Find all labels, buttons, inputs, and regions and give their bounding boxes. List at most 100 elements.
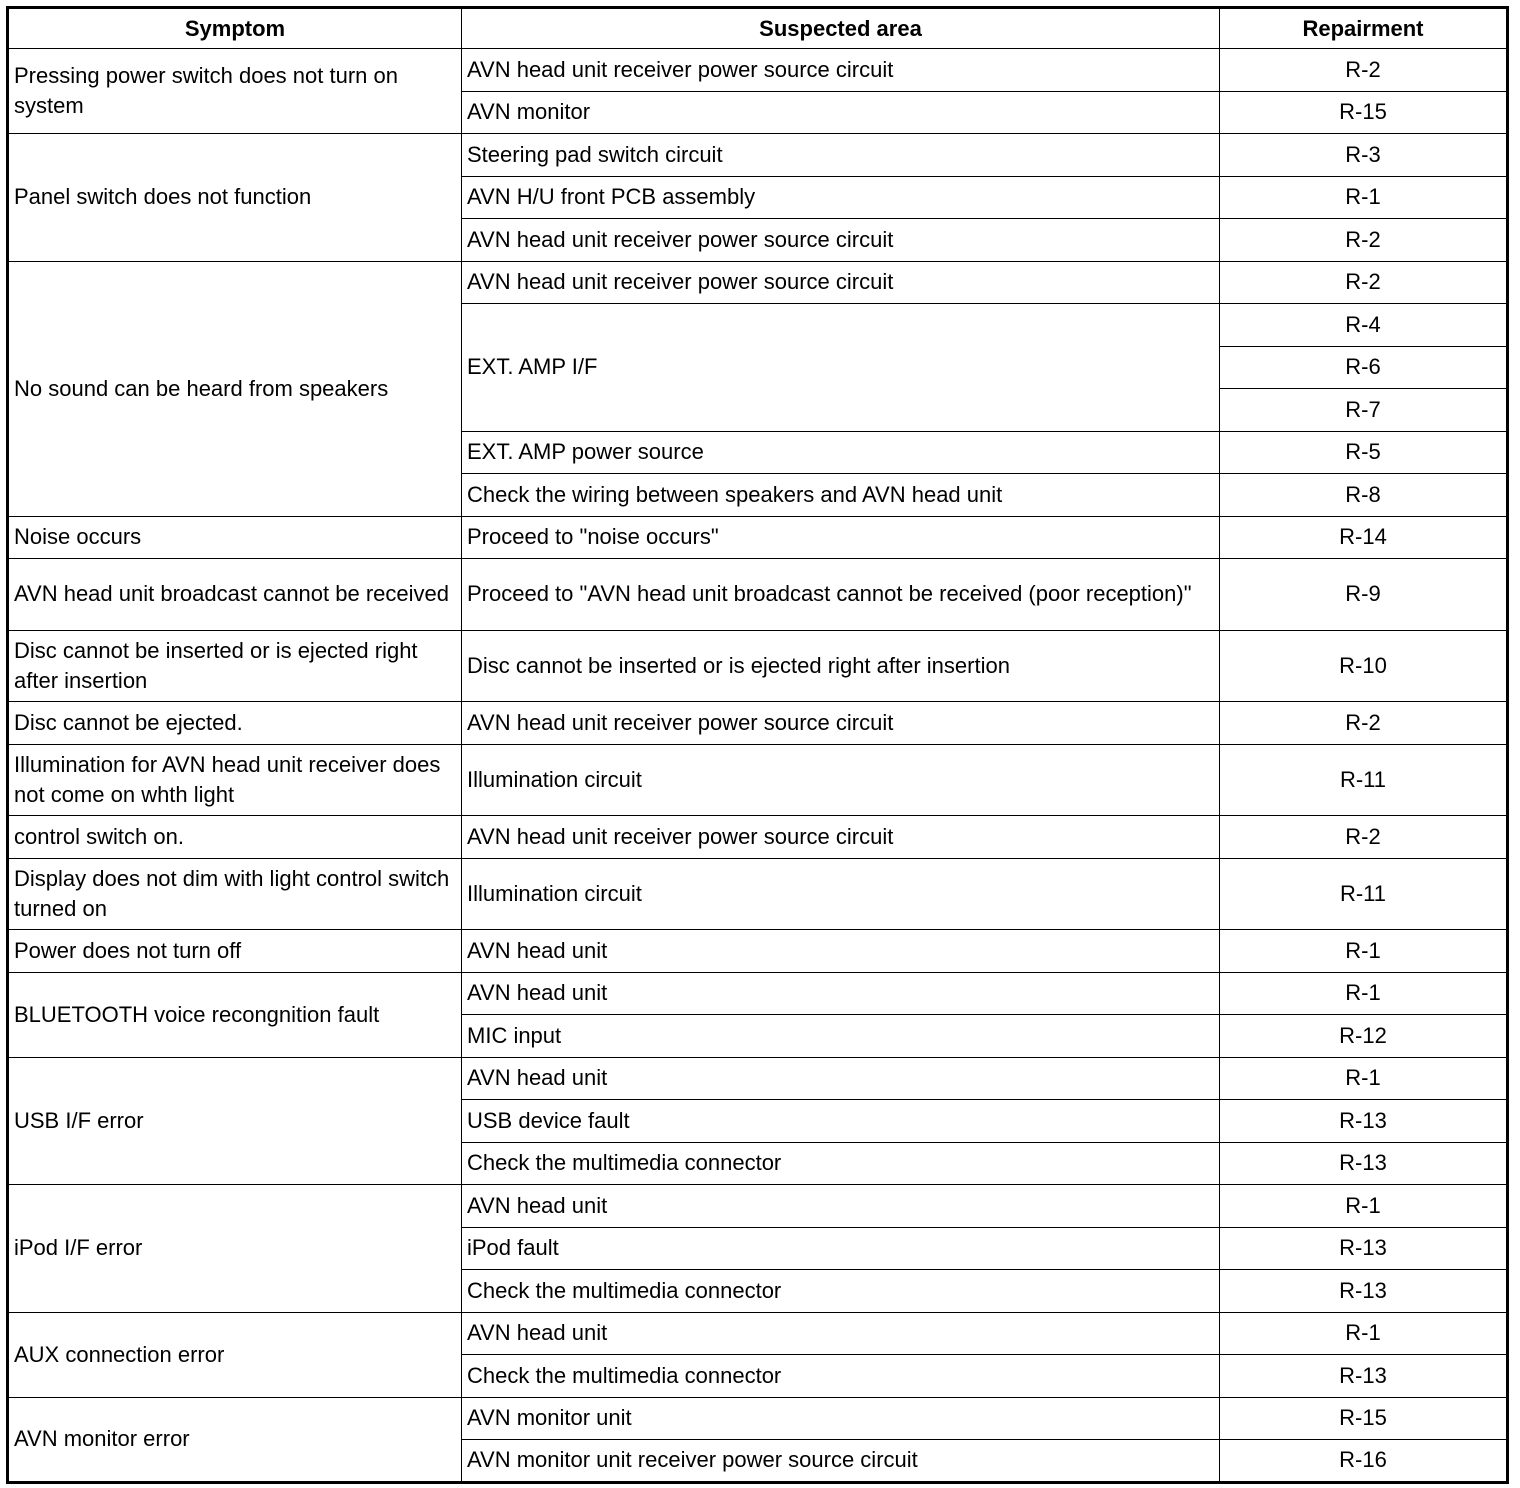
- table-row: BLUETOOTH voice recongnition fault AVN he…: [7, 971, 1508, 1058]
- suspected-area-cell: AVN head unit receiver power source circ…: [461, 815, 1220, 859]
- suspected-area-cell: Check the multimedia connector: [461, 1269, 1220, 1313]
- suspected-area-cell: AVN head unit receiver power source circ…: [461, 48, 1220, 92]
- table-row: Check the multimedia connector R-13: [8, 1354, 1508, 1398]
- table-row: Pressing power switch does not turn on s…: [7, 48, 1508, 134]
- repairment-cell: R-10: [1219, 629, 1508, 702]
- table-row: Disc cannot be inserted or is ejected ri…: [7, 629, 1508, 702]
- symptom-cell: Display does not dim with light control …: [7, 857, 462, 930]
- suspected-area-cell: Illumination circuit: [461, 857, 1220, 930]
- suspected-area-cell: Illumination circuit: [461, 743, 1220, 816]
- suspected-area-cell: iPod fault: [461, 1226, 1220, 1270]
- table-row: No sound can be heard from speakers AVN h…: [7, 260, 1508, 517]
- suspected-area-cell: AVN monitor unit receiver power source c…: [461, 1439, 1220, 1483]
- header-suspected-area: Suspected area: [461, 7, 1220, 49]
- suspected-area-cell: AVN monitor: [461, 90, 1220, 134]
- troubleshooting-table: Symptom Suspected area Repairment Pressi…: [6, 6, 1509, 1484]
- table-row: Noise occurs Proceed to "noise occurs" R-1…: [7, 515, 1508, 559]
- table-row: Check the wiring between speakers and AV…: [8, 473, 1508, 517]
- symptom-cell: AUX connection error: [7, 1311, 462, 1398]
- suspected-area-cell: MIC input: [461, 1014, 1220, 1058]
- repairment-cell: R-13: [1219, 1269, 1508, 1313]
- table-row: Power does not turn off AVN head unit R-1: [7, 929, 1508, 973]
- table-row: EXT. AMP I/F R-4: [8, 303, 1508, 432]
- table-row: USB I/F error AVN head unit R-1: [7, 1056, 1508, 1185]
- symptom-cell: BLUETOOTH voice recongnition fault: [7, 971, 462, 1058]
- table-row: Disc cannot be ejected. AVN head unit rec…: [7, 701, 1508, 745]
- repairment-cell: R-11: [1219, 857, 1508, 930]
- symptom-cell: Panel switch does not function: [7, 133, 462, 262]
- suspected-area-cell: Check the multimedia connector: [461, 1141, 1220, 1185]
- repairment-cell: R-5: [1219, 430, 1508, 474]
- symptom-cell: Power does not turn off: [7, 929, 462, 973]
- suspected-area-cell: USB device fault: [461, 1099, 1220, 1143]
- table-row: AVN monitor error AVN monitor unit R-15: [7, 1396, 1508, 1483]
- repairment-cell: R-2: [1219, 815, 1508, 859]
- table-row: Check the multimedia connector R-13: [8, 1141, 1508, 1185]
- repairment-cell: R-2: [1219, 218, 1508, 262]
- repairment-cell: R-1: [1219, 1311, 1508, 1355]
- repairment-cell: R-12: [1219, 1014, 1508, 1058]
- symptom-cell: iPod I/F error: [7, 1184, 462, 1313]
- table-row: MIC input R-12: [8, 1014, 1508, 1058]
- table-row: AVN monitor R-15: [8, 90, 1508, 134]
- symptom-cell: Illumination for AVN head unit receiver …: [7, 743, 462, 816]
- repairment-cell: R-7: [1219, 388, 1508, 432]
- suspected-area-cell: Proceed to "AVN head unit broadcast cann…: [461, 558, 1220, 631]
- repairment-cell: R-1: [1219, 175, 1508, 219]
- repairment-cell: R-15: [1219, 1396, 1508, 1440]
- symptom-cell: Pressing power switch does not turn on s…: [7, 48, 462, 134]
- repairment-cell: R-2: [1219, 260, 1508, 304]
- repairment-cell: R-3: [1219, 133, 1508, 177]
- symptom-cell: USB I/F error: [7, 1056, 462, 1185]
- table-row: R-7: [8, 388, 1508, 432]
- suspected-area-cell: AVN head unit receiver power source circ…: [461, 218, 1220, 262]
- table-row: control switch on. AVN head unit receiver…: [7, 815, 1508, 859]
- repairment-cell: R-11: [1219, 743, 1508, 816]
- table-row: iPod I/F error AVN head unit R-1: [7, 1184, 1508, 1313]
- suspected-area-cell: AVN head unit receiver power source circ…: [461, 701, 1220, 745]
- table-row: AVN monitor unit receiver power source c…: [8, 1439, 1508, 1483]
- table-row: USB device fault R-13: [8, 1099, 1508, 1143]
- table-row: AUX connection error AVN head unit R-1: [7, 1311, 1508, 1398]
- repairment-cell: R-1: [1219, 971, 1508, 1015]
- suspected-area-cell: Check the wiring between speakers and AV…: [461, 473, 1220, 517]
- suspected-area-cell: AVN head unit: [461, 929, 1220, 973]
- suspected-area-cell: AVN head unit receiver power source circ…: [461, 260, 1220, 304]
- repairment-cell: R-16: [1219, 1439, 1508, 1483]
- suspected-area-cell: Disc cannot be inserted or is ejected ri…: [461, 629, 1220, 702]
- suspected-area-cell: EXT. AMP power source: [461, 430, 1220, 474]
- suspected-area-cell: Steering pad switch circuit: [461, 133, 1220, 177]
- repairment-cell: R-13: [1219, 1354, 1508, 1398]
- repairment-cell: R-1: [1219, 929, 1508, 973]
- repairment-cell: R-13: [1219, 1226, 1508, 1270]
- suspected-area-cell: Proceed to "noise occurs": [461, 515, 1220, 559]
- table-row: Illumination for AVN head unit receiver …: [7, 743, 1508, 816]
- table-row: Display does not dim with light control …: [7, 857, 1508, 930]
- repairment-cell: R-9: [1219, 558, 1508, 631]
- suspected-area-cell: EXT. AMP I/F: [461, 303, 1220, 432]
- symptom-cell: Disc cannot be inserted or is ejected ri…: [7, 629, 462, 702]
- symptom-cell: No sound can be heard from speakers: [7, 260, 462, 517]
- suspected-area-cell: AVN head unit: [461, 1311, 1220, 1355]
- repairment-cell: R-1: [1219, 1056, 1508, 1100]
- suspected-area-cell: AVN monitor unit: [461, 1396, 1220, 1440]
- suspected-area-cell: AVN head unit: [461, 971, 1220, 1015]
- repairment-cell: R-4: [1219, 303, 1508, 347]
- suspected-area-cell: AVN head unit: [461, 1184, 1220, 1228]
- table-row: AVN head unit broadcast cannot be receiv…: [7, 558, 1508, 631]
- suspected-area-cell: Check the multimedia connector: [461, 1354, 1220, 1398]
- table-row: iPod fault R-13: [8, 1226, 1508, 1270]
- header-repairment: Repairment: [1219, 7, 1508, 49]
- repairment-cell: R-15: [1219, 90, 1508, 134]
- repairment-cell: R-13: [1219, 1099, 1508, 1143]
- repairment-cell: R-1: [1219, 1184, 1508, 1228]
- table-row: Panel switch does not function Steering p…: [7, 133, 1508, 262]
- symptom-cell: Disc cannot be ejected.: [7, 701, 462, 745]
- repairment-cell: R-6: [1219, 345, 1508, 389]
- repairment-cell: R-2: [1219, 701, 1508, 745]
- repairment-cell: R-14: [1219, 515, 1508, 559]
- symptom-cell: AVN head unit broadcast cannot be receiv…: [7, 558, 462, 631]
- header-symptom: Symptom: [7, 7, 462, 49]
- symptom-cell: AVN monitor error: [7, 1396, 462, 1483]
- table-row: EXT. AMP power source R-5: [8, 430, 1508, 474]
